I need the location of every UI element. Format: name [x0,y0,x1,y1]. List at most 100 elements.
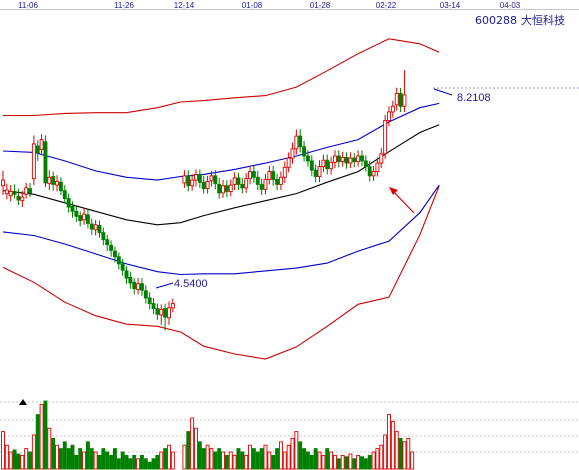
candle-body [275,178,280,185]
volume-bar-up [167,444,171,470]
candle-body [109,244,114,251]
candle-down [116,252,121,270]
volume-bar-up [356,454,361,470]
candle-body [302,146,307,157]
volume-bar-down [344,456,349,470]
candle-body [12,191,17,195]
candle-body [317,166,322,177]
volume-bar-up [406,437,411,470]
volume-bar-down [109,454,114,470]
volume-bar-up [31,434,36,470]
candle-body [78,215,83,222]
candle-body [136,283,141,290]
candle-down [132,278,137,295]
candle-up [329,156,334,175]
volume-bar-up [190,417,195,470]
candle-body [213,175,218,185]
volume-bar-up [333,454,337,470]
candle-body [278,176,283,185]
candle-down [35,140,40,161]
candle-body [120,263,125,271]
candle-body [62,190,67,199]
candle-body [58,181,63,192]
candle-body [105,239,110,246]
volume-bar-up [232,454,237,470]
volume-bar-down [43,400,48,470]
volume-bar-down [74,454,79,470]
volume-bar-down [97,454,102,470]
candle-up [221,180,225,198]
candle-up [136,278,141,295]
candle-up [1,170,5,195]
candle-body [101,232,106,241]
volume-bar-up [209,448,214,470]
candle-body [298,135,303,148]
candle-body [128,276,133,284]
candle-down [255,170,260,191]
candle-body [74,210,79,217]
candle-up [340,151,345,167]
candle-up [286,152,291,173]
candle-body [248,171,252,180]
volume-bar-down [140,454,144,470]
volume-bar-down [78,448,83,470]
candle-body [267,171,272,180]
volume-bar-up [390,420,395,470]
volume-bar-up [294,431,299,470]
candle-down [360,150,364,166]
volume-bar-down [213,451,218,470]
candle-up [244,172,249,193]
candle-body [163,308,168,318]
high-price-label: 8.2108 [457,92,491,104]
volume-bar-up [194,427,198,470]
volume-bar-down [236,448,241,470]
candle-down [97,220,102,238]
volume-bar-down [124,454,129,470]
candle-down [85,209,90,229]
candle-body [155,308,160,315]
candle-up [278,171,283,191]
candle-body [305,155,310,162]
volume-bar-up [55,444,59,470]
candle-down [70,201,75,218]
volume-bar-up [387,414,391,470]
volume-bar-down [28,451,32,470]
candle-body [20,196,25,202]
volume-bar-up [402,441,407,470]
volume-bar-down [197,441,202,470]
high-pointer [433,88,453,96]
candle-body [209,175,214,182]
x-tick-label: 03-14 [440,1,461,10]
candle-body [124,270,129,279]
candle-down [163,303,168,331]
candle-body [356,155,361,163]
volume-bar-down [132,454,137,470]
candle-up [190,174,195,191]
candle-up [333,150,337,169]
candle-down [105,234,110,252]
volume-bar-down [398,437,403,470]
candle-body [290,148,295,159]
volume-bar-up [47,427,52,470]
candle-up [170,298,175,313]
volume-bar-up [39,403,44,470]
candle-body [194,173,198,181]
volume-bar-down [66,448,71,470]
candle-up [182,170,187,188]
candle-up [39,133,44,156]
candle-body [387,111,391,121]
candle-body [336,155,341,163]
candle-body [352,157,357,163]
candle-body [224,185,229,192]
volume-bar-down [251,448,256,470]
volume-bar-up [340,454,345,470]
candle-body [66,198,71,208]
volume-bar-down [224,454,229,470]
candle-down [101,227,106,246]
candle-body [201,181,206,190]
candle-up [4,183,9,200]
candle-body [16,195,21,201]
candle-down [313,164,318,183]
candle-down [271,165,276,186]
